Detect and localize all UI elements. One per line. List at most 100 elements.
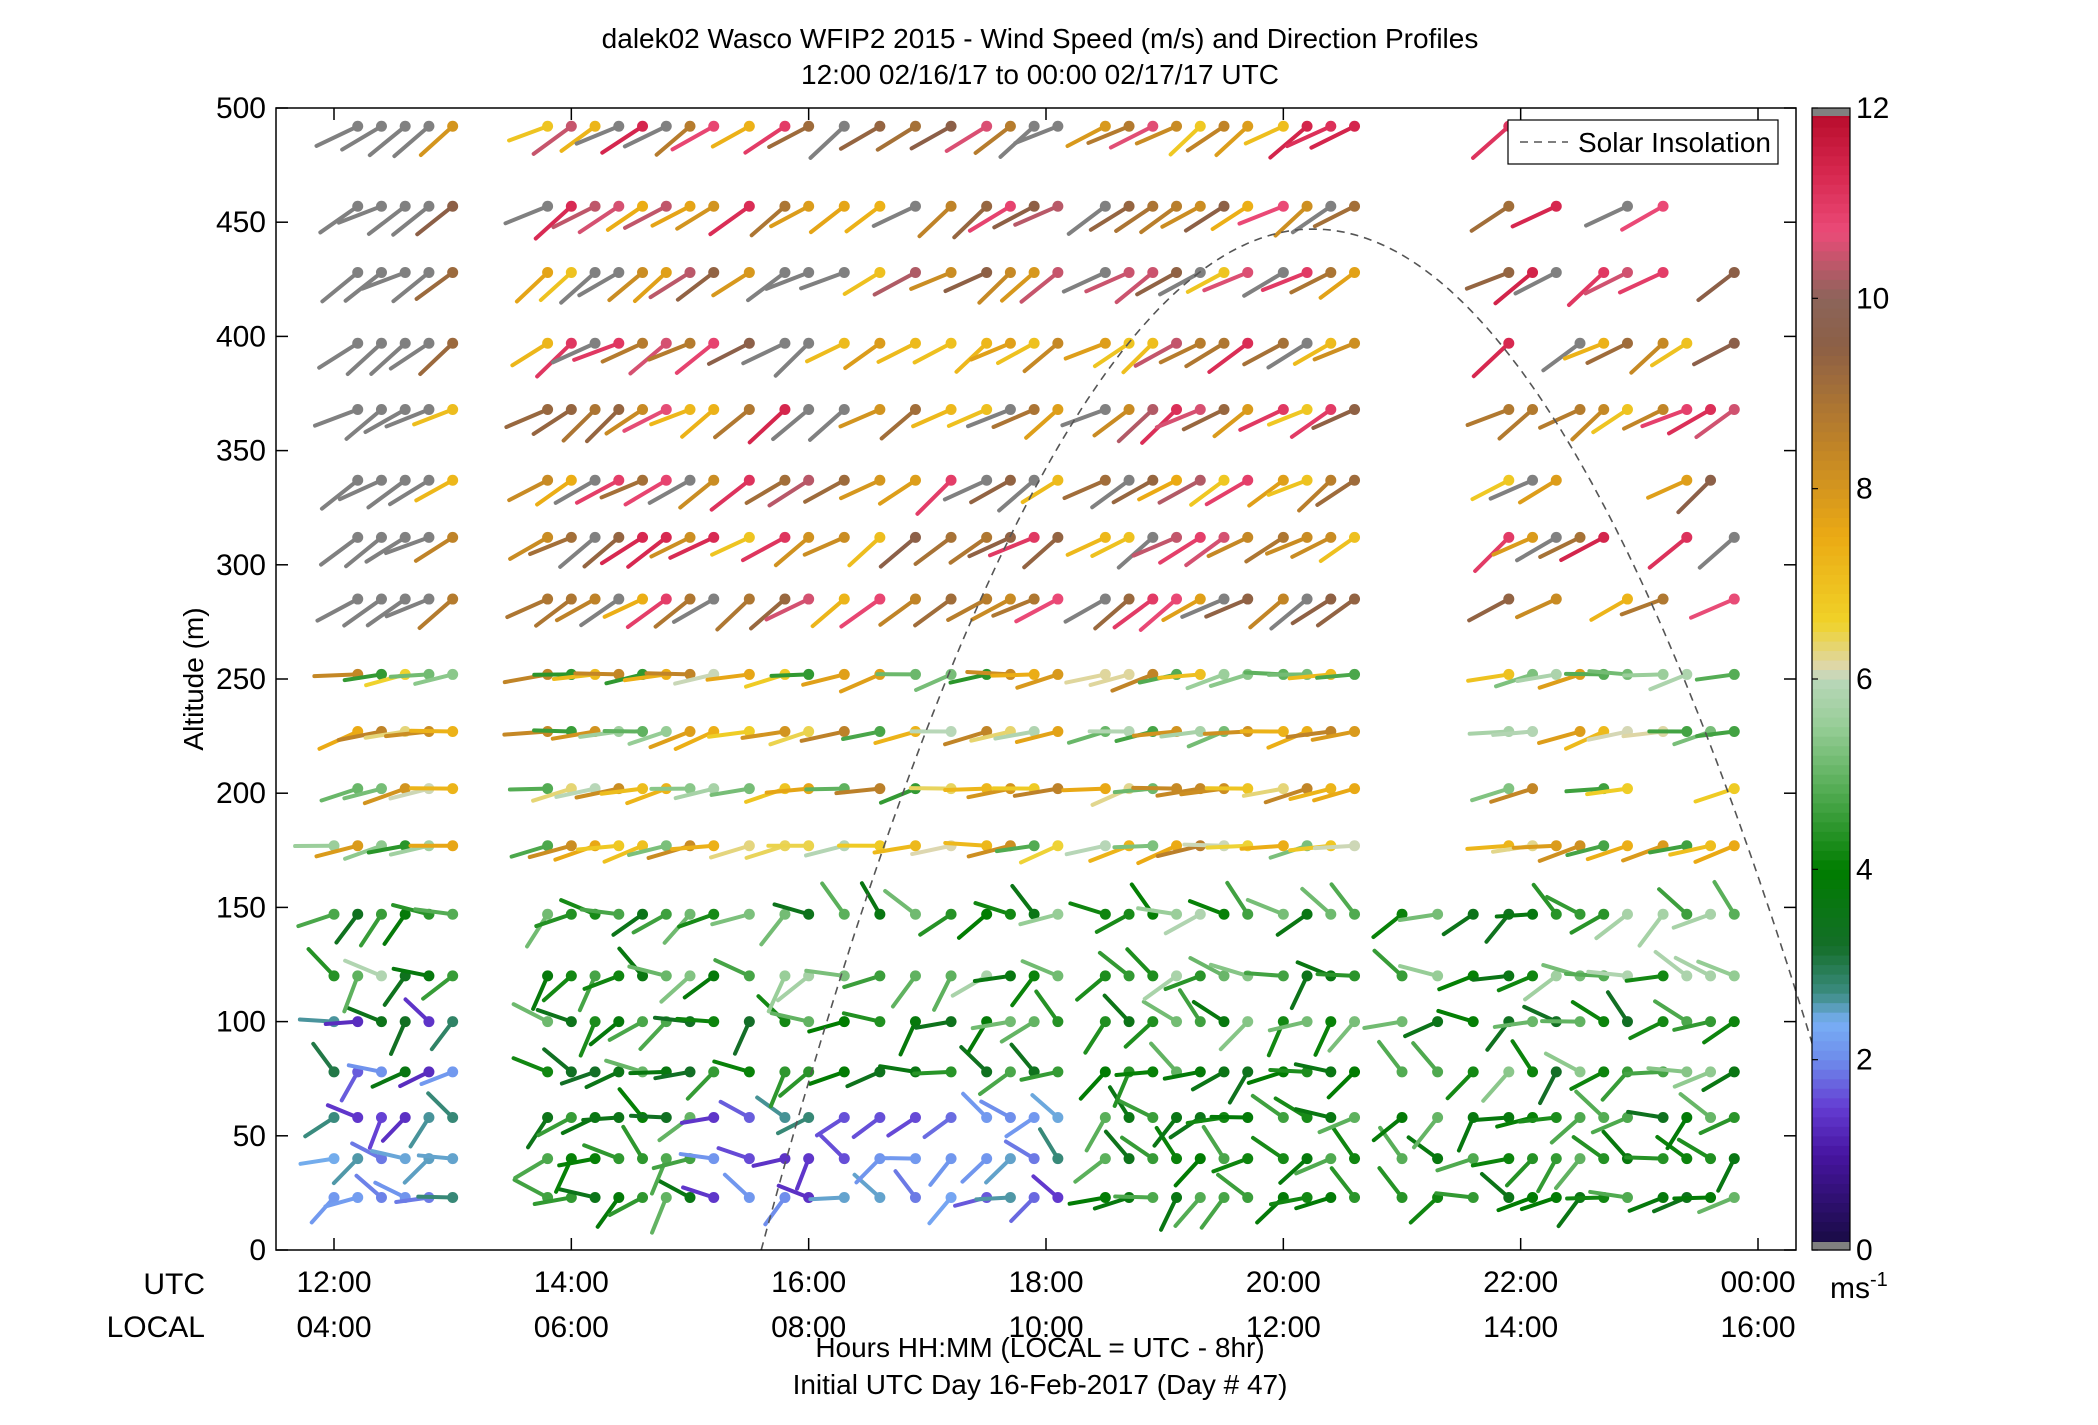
wind-barb <box>1273 200 1313 238</box>
wind-barb-dot <box>613 120 625 132</box>
wind-barb-shaft <box>1411 1041 1440 1074</box>
wind-barb-dot <box>542 1066 554 1078</box>
wind-barb <box>1154 403 1206 430</box>
wind-barb-shaft <box>1585 786 1630 797</box>
wind-barb-shaft <box>1088 204 1132 232</box>
wind-barb-shaft <box>1289 407 1333 439</box>
wind-barb <box>1108 120 1159 150</box>
colorbar-segment <box>1812 364 1850 376</box>
wind-barb <box>1629 337 1669 375</box>
wind-barb <box>1543 1051 1586 1078</box>
wind-barb-shaft <box>878 535 918 569</box>
wind-barb <box>1020 959 1064 982</box>
wind-barb <box>1434 1191 1479 1203</box>
wind-barb-dot <box>981 200 993 212</box>
wind-barb-dot <box>874 1112 886 1124</box>
wind-barb-shaft <box>342 597 384 628</box>
wind-barb <box>1294 1153 1337 1176</box>
wind-barb-shaft <box>1531 882 1559 917</box>
wind-barb-dot <box>375 337 387 349</box>
wind-barb <box>1689 593 1740 620</box>
wind-barb <box>1024 403 1064 440</box>
wind-barb <box>1155 840 1206 859</box>
wind-barb-shaft <box>1435 1156 1476 1173</box>
wind-barb-dot <box>399 403 411 415</box>
wind-barb-shaft <box>337 478 384 502</box>
wind-barb <box>1265 531 1313 556</box>
wind-barb-dot <box>399 120 411 132</box>
wind-barb-dot <box>1099 840 1111 852</box>
wind-barb-shaft <box>977 270 1013 305</box>
wind-barb-shaft <box>1585 341 1630 365</box>
wind-barb-shaft <box>651 1156 692 1171</box>
wind-barb-dot <box>1621 266 1633 278</box>
wind-barb-shaft <box>912 341 954 365</box>
wind-barb-shaft <box>671 597 716 624</box>
wind-barb <box>534 593 577 628</box>
wind-barb-dot <box>803 1112 815 1124</box>
wind-barb <box>318 200 364 235</box>
wind-barb-dot <box>708 908 720 920</box>
wind-barb-shaft <box>536 1115 574 1138</box>
colorbar-segment <box>1812 279 1850 290</box>
wind-barb-dot <box>1598 531 1610 543</box>
wind-barb-dot <box>1194 531 1206 543</box>
wind-barb-dot <box>613 593 625 605</box>
wind-barb-dot <box>1123 531 1135 543</box>
wind-barb-shaft <box>343 958 384 978</box>
wind-barb-shaft <box>1034 989 1060 1024</box>
wind-barb-shaft <box>979 1099 1013 1120</box>
wind-barb <box>764 593 815 622</box>
wind-barb-dot <box>1349 120 1361 132</box>
wind-barb-dot <box>1099 1112 1111 1124</box>
wind-barb-dot <box>1301 403 1313 415</box>
wind-barb <box>909 266 957 291</box>
colorbar-segment <box>1812 812 1850 823</box>
y-tick-label: 350 <box>216 435 266 468</box>
colorbar-segment <box>1812 831 1850 842</box>
wind-barb-shaft <box>1571 1135 1606 1161</box>
colorbar-segment <box>1812 974 1850 985</box>
wind-barb-dot <box>375 120 387 132</box>
wind-barb <box>1471 970 1515 982</box>
colorbar-segment <box>1812 698 1850 709</box>
wind-barb-shaft <box>1163 912 1203 936</box>
wind-barb <box>320 266 364 304</box>
wind-barb <box>1003 1139 1040 1165</box>
wind-barb-shaft <box>510 341 550 368</box>
wind-barb <box>1585 783 1633 797</box>
wind-barb-shaft <box>859 881 882 917</box>
wind-barb-dot <box>1099 668 1111 680</box>
wind-barb <box>528 531 577 557</box>
wind-barb-shaft <box>1260 270 1310 293</box>
wind-barb-shaft <box>632 270 669 304</box>
wind-barb <box>710 120 755 149</box>
wind-barb-dot <box>1218 531 1230 543</box>
wind-barb-dot <box>1242 403 1254 415</box>
wind-barb-dot <box>909 474 921 486</box>
wind-barb-shaft <box>334 912 360 945</box>
wind-barb <box>649 403 696 427</box>
colorbar-segment <box>1812 403 1850 414</box>
wind-barb-shaft <box>366 478 408 510</box>
wind-barb-dot <box>1527 1066 1539 1078</box>
wind-barb-dot <box>1705 474 1717 486</box>
wind-barb <box>414 266 459 301</box>
wind-barb-shaft <box>1065 535 1108 557</box>
wind-barb-shaft <box>1142 973 1179 1001</box>
wind-barb-shaft <box>711 270 752 298</box>
wind-barb <box>1163 970 1206 991</box>
wind-barb-dot <box>838 908 850 920</box>
colorbar-segment <box>1812 1078 1850 1089</box>
wind-barb-dot <box>981 403 993 415</box>
colorbar-segment <box>1812 117 1850 128</box>
wind-barb <box>1570 1000 1610 1028</box>
wind-barb-shaft <box>740 729 787 740</box>
wind-barb <box>1676 1137 1717 1165</box>
wind-barb-shaft <box>1489 786 1535 804</box>
colorbar-segment <box>1812 897 1850 908</box>
wind-barb <box>370 1066 411 1089</box>
wind-barb-shaft <box>1266 478 1310 497</box>
wind-barb <box>1061 266 1111 294</box>
wind-barb-dot <box>565 337 577 349</box>
